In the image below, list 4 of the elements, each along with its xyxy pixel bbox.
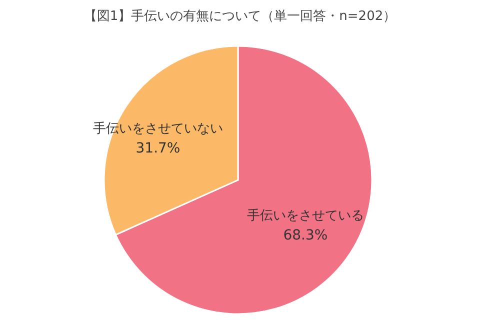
slice-label: 手伝いをさせている [246,208,364,224]
chart-title: 【図1】手伝いの有無について（単一回答・n=202） [84,9,396,24]
data-label: 68.3% [283,228,328,244]
data-label: 31.7% [136,140,180,156]
